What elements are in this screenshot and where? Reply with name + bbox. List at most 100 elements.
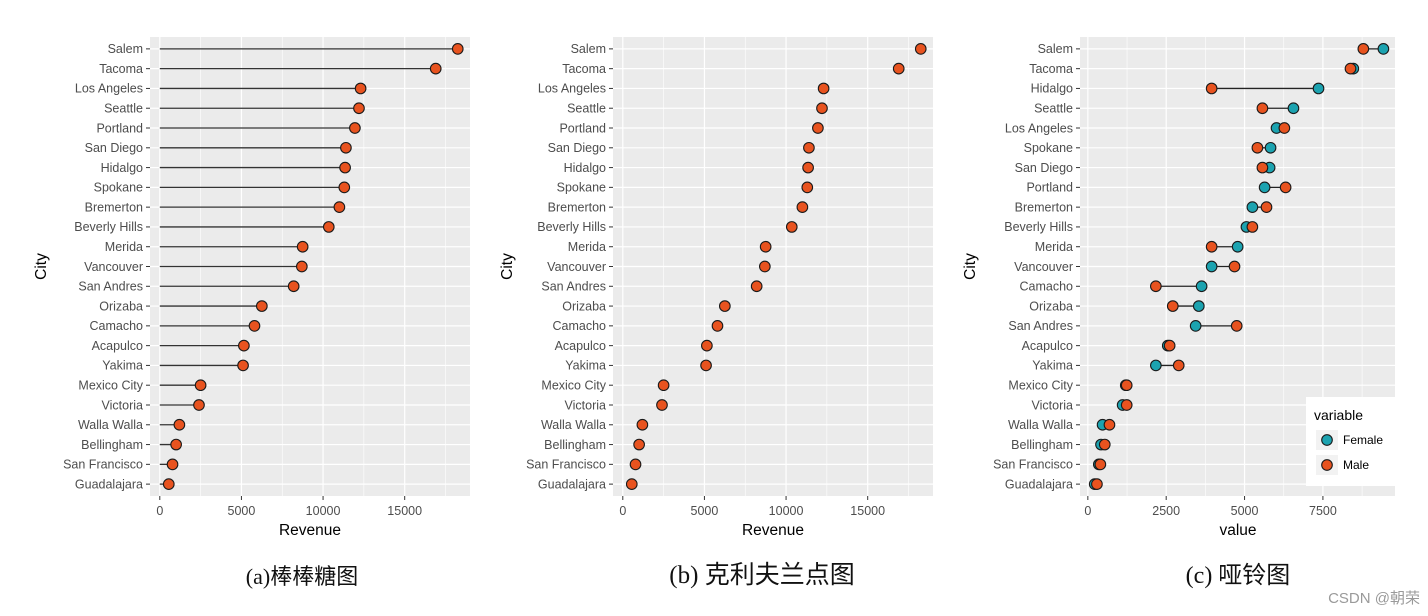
category-label: Yakima [565,359,606,373]
data-point-male [1205,240,1218,253]
category-label: Tacoma [99,62,143,76]
data-point [796,201,809,213]
category-label: San Francisco [993,458,1073,472]
category-label: Merida [105,240,143,254]
data-point-female [1377,43,1390,55]
data-point [625,478,638,490]
data-point-male [1163,339,1176,352]
category-label: Tacoma [562,62,606,76]
category-label: Salem [1038,42,1073,56]
category-label: San Francisco [63,458,143,472]
data-point [803,141,815,154]
data-point-male [1103,418,1116,431]
legend-title: variable [1314,407,1363,423]
category-label: San Diego [1015,161,1073,175]
data-point [237,359,249,372]
legend: variable Female Male [1306,397,1395,486]
category-label: Bremerton [548,200,606,214]
data-point [629,458,642,471]
category-label: Los Angeles [75,82,143,96]
lollipop-chart: Salem Tacoma Los Angeles Seattle Portland San… [33,37,470,539]
data-point-male [1098,438,1111,451]
data-point-male [1150,280,1162,293]
category-label: Tacoma [1029,62,1073,76]
category-label: Victoria [102,398,144,412]
watermark: CSDN @朝荣 [1328,590,1420,607]
data-point [914,43,927,55]
category-label: Acapulco [92,339,143,353]
data-point-male [1091,478,1103,490]
category-label: Yakima [102,359,143,373]
category-label: Orizaba [562,299,606,313]
data-point-male [1260,201,1273,213]
category-label: Guadalajara [1005,477,1073,491]
category-label: Orizaba [99,299,143,313]
data-point [296,240,309,253]
category-label: Bremerton [85,200,143,214]
dumbbell-chart: Salem Tacoma Hidalgo Seattle Los Angeles Spok… [962,37,1395,539]
data-point-female [1192,300,1205,312]
data-point [339,161,351,174]
data-point [340,141,352,154]
data-point-male [1357,43,1370,55]
data-point-female [1150,359,1162,372]
category-label: Acapulco [555,339,606,353]
y-axis-title: City [962,253,979,280]
data-point [700,359,712,372]
x-tick-label: 10000 [769,504,804,518]
data-point-male [1256,102,1269,115]
caption-cleveland: (b) 克利夫兰点图 [669,562,855,589]
data-point [353,102,365,115]
x-tick-label: 15000 [850,504,885,518]
data-point-female [1205,260,1218,273]
category-label: San Diego [85,141,143,155]
data-point-male [1120,379,1133,392]
caption-dumbbell: (c) 哑铃图 [1185,563,1291,589]
data-point-female [1246,201,1259,213]
data-point-female [1231,240,1244,253]
data-point [287,280,300,293]
data-point-female [1287,102,1300,115]
data-point [166,458,179,471]
category-label: San Francisco [526,458,606,472]
category-label: Victoria [565,398,607,412]
data-point [718,300,731,312]
data-point [173,418,186,431]
category-label: Vancouver [1014,260,1073,274]
category-label: Merida [568,240,606,254]
data-point [349,122,361,134]
category-label: Hidalgo [564,161,606,175]
data-point [759,240,772,253]
category-label: San Andres [1008,319,1073,333]
x-axis-title: Revenue [279,522,341,539]
category-label: San Andres [78,280,143,294]
category-label: Spokane [94,181,143,195]
data-point [801,181,814,194]
data-point [701,339,713,352]
category-label: Salem [108,42,143,56]
category-label: Mexico City [78,379,143,393]
data-point [162,478,175,490]
data-point [333,201,346,213]
category-label: San Diego [548,141,606,155]
data-point-male [1228,260,1241,273]
data-point-male [1094,458,1107,471]
category-label: Vancouver [84,260,143,274]
category-label: Camacho [553,319,607,333]
data-point-male [1278,122,1291,134]
x-tick-label: 10000 [306,504,341,518]
data-point-male [1251,141,1264,154]
data-point-male [1172,359,1185,372]
data-point-female [1189,320,1202,332]
category-label: Yakima [1032,359,1073,373]
category-label: Guadalajara [538,477,606,491]
x-tick-label: 0 [1084,504,1091,518]
category-label: Walla Walla [78,418,143,432]
data-point-male [1120,399,1133,411]
category-label: Portland [96,121,143,135]
x-tick-label: 5000 [228,504,256,518]
category-label: Seattle [1034,102,1073,116]
category-label: Merida [1035,240,1073,254]
category-label: Walla Walla [541,418,606,432]
